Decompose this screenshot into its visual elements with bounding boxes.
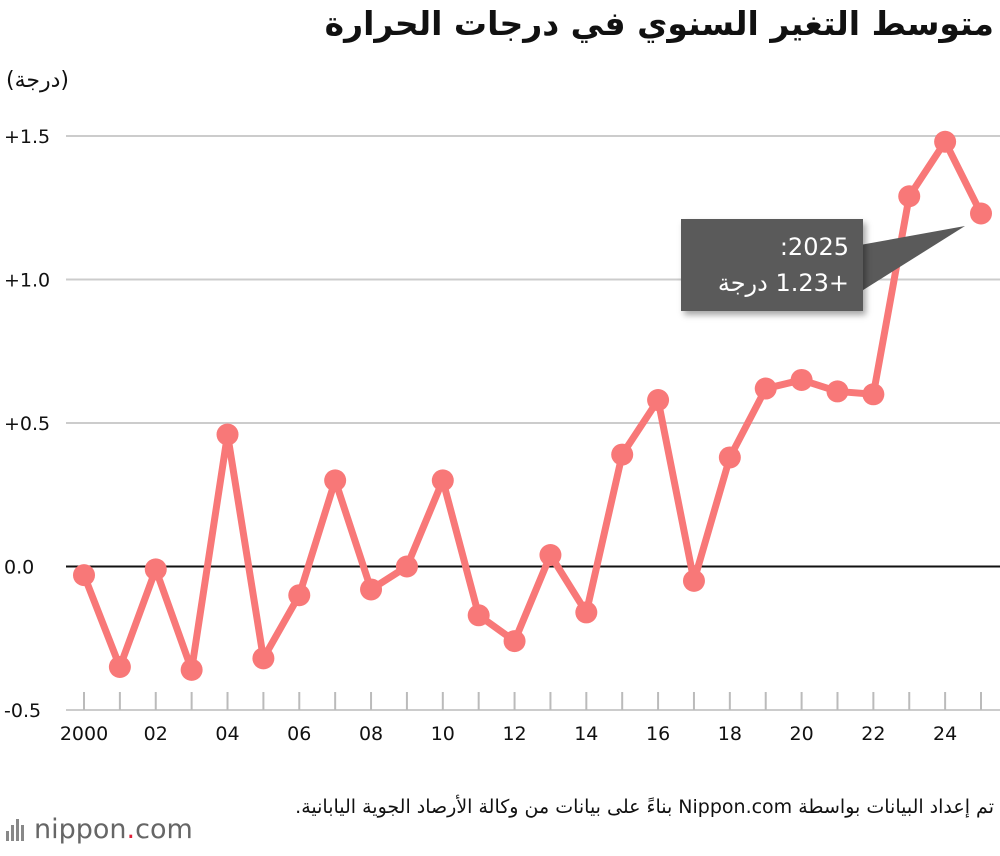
callout-pointer (860, 226, 965, 292)
data-point (754, 377, 777, 400)
data-point (180, 658, 203, 681)
data-point (790, 368, 813, 391)
y-tick-label: +1.0 (4, 270, 50, 292)
x-tick-label: 02 (144, 723, 168, 745)
y-tick-label: +0.5 (4, 413, 50, 435)
x-tick-label: 04 (215, 723, 239, 745)
x-axis-ticks: 2000 02 04 06 08 10 12 14 16 18 20 22 24 (60, 692, 982, 745)
data-point (288, 584, 311, 607)
data-point (252, 647, 275, 670)
data-point (395, 555, 418, 578)
data-point (431, 469, 454, 492)
y-tick-label: -0.5 (4, 700, 41, 722)
data-point (144, 558, 167, 581)
chart-title: متوسط التغير السنوي في درجات الحرارة (324, 4, 994, 43)
data-points (73, 130, 992, 681)
logo-bars-icon (6, 818, 26, 841)
data-point (611, 443, 634, 466)
data-point (826, 380, 849, 403)
data-point (539, 544, 562, 567)
data-point (467, 604, 490, 627)
data-point (575, 601, 598, 624)
data-point (360, 578, 383, 601)
line-chart: +1.5 +1.0 +0.5 0.0 -0.5 2000 02 04 06 08 10 12 14 16… (4, 126, 1000, 745)
nippon-logo: nippon. com (6, 814, 193, 845)
x-tick-label: 10 (431, 723, 455, 745)
x-tick-label: 24 (933, 723, 957, 745)
data-point (73, 564, 95, 587)
data-point (682, 569, 705, 592)
data-point (108, 655, 131, 678)
x-tick-label: 12 (502, 723, 526, 745)
x-tick-label: 18 (718, 723, 742, 745)
x-tick-label: 14 (574, 723, 598, 745)
y-axis-ticks: +1.5 +1.0 +0.5 0.0 -0.5 (4, 126, 50, 722)
annotation-callout: 2025: ‏+1.23 درجة (681, 219, 863, 311)
data-point (647, 389, 670, 412)
logo-text-end: com (135, 814, 193, 845)
data-point (216, 423, 239, 446)
data-point (934, 130, 957, 153)
y-axis-unit-label: (درجة) (6, 68, 69, 93)
logo-text-main: nippon (34, 814, 127, 845)
x-tick-label: 20 (790, 723, 814, 745)
data-point (862, 383, 885, 406)
data-point (503, 630, 526, 653)
x-tick-label: 16 (646, 723, 670, 745)
data-point (970, 202, 992, 225)
x-tick-label: 2000 (60, 723, 108, 745)
annotation-year: 2025: (779, 233, 849, 261)
x-tick-label: 22 (861, 723, 885, 745)
x-tick-label: 08 (359, 723, 383, 745)
source-note: تم إعداد البيانات بواسطة Nippon.com بناء… (295, 796, 994, 818)
y-tick-label: +1.5 (4, 126, 50, 148)
y-tick-label: 0.0 (4, 557, 34, 579)
x-tick-label: 06 (287, 723, 311, 745)
annotation-value: ‏+1.23 درجة (717, 269, 849, 297)
data-point (898, 185, 921, 208)
data-point (324, 469, 347, 492)
logo-text-dot: . (126, 814, 136, 845)
data-point (718, 446, 741, 469)
